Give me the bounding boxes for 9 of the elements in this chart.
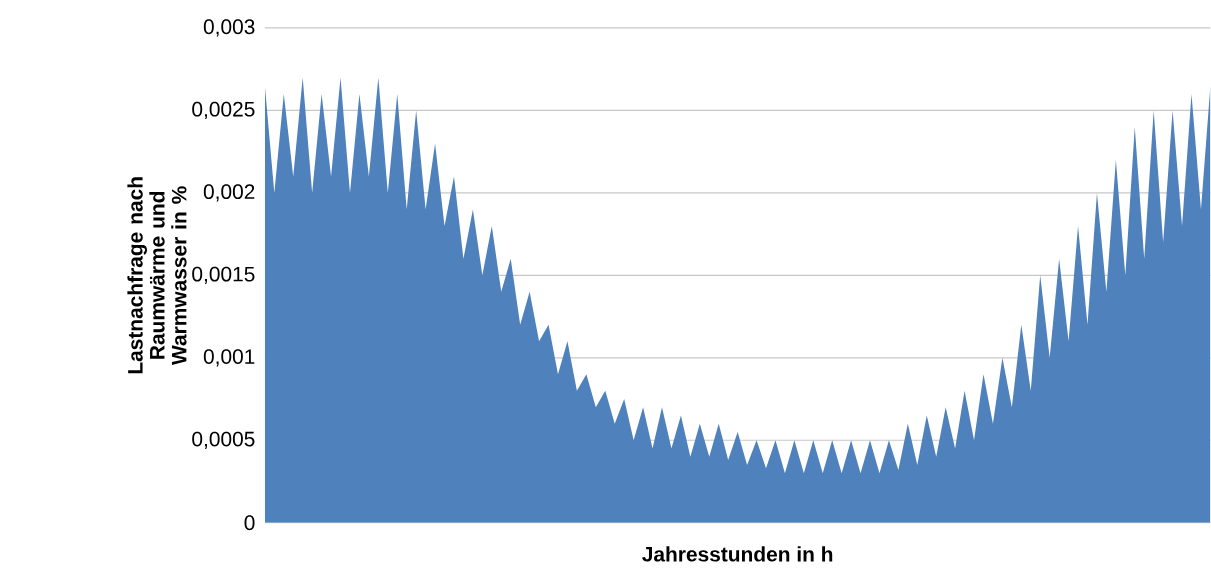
y-tick-label: 0,002 <box>203 184 255 202</box>
y-tick-label: 0,0015 <box>192 266 255 285</box>
y-tick-label: 0,001 <box>203 349 255 367</box>
y-tick-label: 0,003 <box>203 19 255 37</box>
y-tick-label: 0,0025 <box>192 101 255 120</box>
y-axis-title: Lastnachfrage nach Raumwärme und Warmwasser in % <box>127 177 187 374</box>
y-tick-label: 0,0005 <box>192 431 255 450</box>
y-tick-label: 0 <box>244 515 255 531</box>
x-axis-title: Jahresstunden in h <box>642 546 833 562</box>
